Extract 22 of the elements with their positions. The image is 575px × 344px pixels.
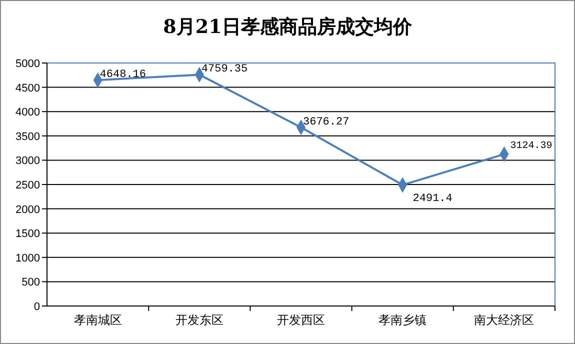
y-tick-label: 5000 <box>16 58 40 70</box>
y-tick-label: 2000 <box>16 204 40 216</box>
x-tick-label: 孝南乡镇 <box>378 313 427 327</box>
y-tick-label: 1000 <box>16 252 40 264</box>
y-tick-label: 4000 <box>16 106 40 119</box>
data-label: 3676.27 <box>303 116 350 128</box>
data-label: 4648.16 <box>100 69 146 82</box>
y-tick-label: 3000 <box>16 155 40 168</box>
data-label: 4759.35 <box>201 64 248 76</box>
x-tick-label: 开发东区 <box>175 313 224 327</box>
y-tick-label: 0 <box>34 301 40 313</box>
y-tick-label: 3500 <box>16 130 40 143</box>
y-tick-label: 2500 <box>16 180 40 192</box>
y-tick-label: 1500 <box>16 228 40 240</box>
x-tick-label: 南大经济区 <box>474 313 534 327</box>
data-label: 2491.4 <box>412 192 453 205</box>
chart-title: 8月21日孝感商品房成交均价 <box>163 16 413 38</box>
y-tick-label: 500 <box>22 276 40 289</box>
data-label: 3124.39 <box>510 141 552 152</box>
x-tick-label: 开发西区 <box>277 313 325 327</box>
x-tick-label: 孝南城区 <box>74 313 122 327</box>
y-tick-label: 4500 <box>16 82 40 94</box>
